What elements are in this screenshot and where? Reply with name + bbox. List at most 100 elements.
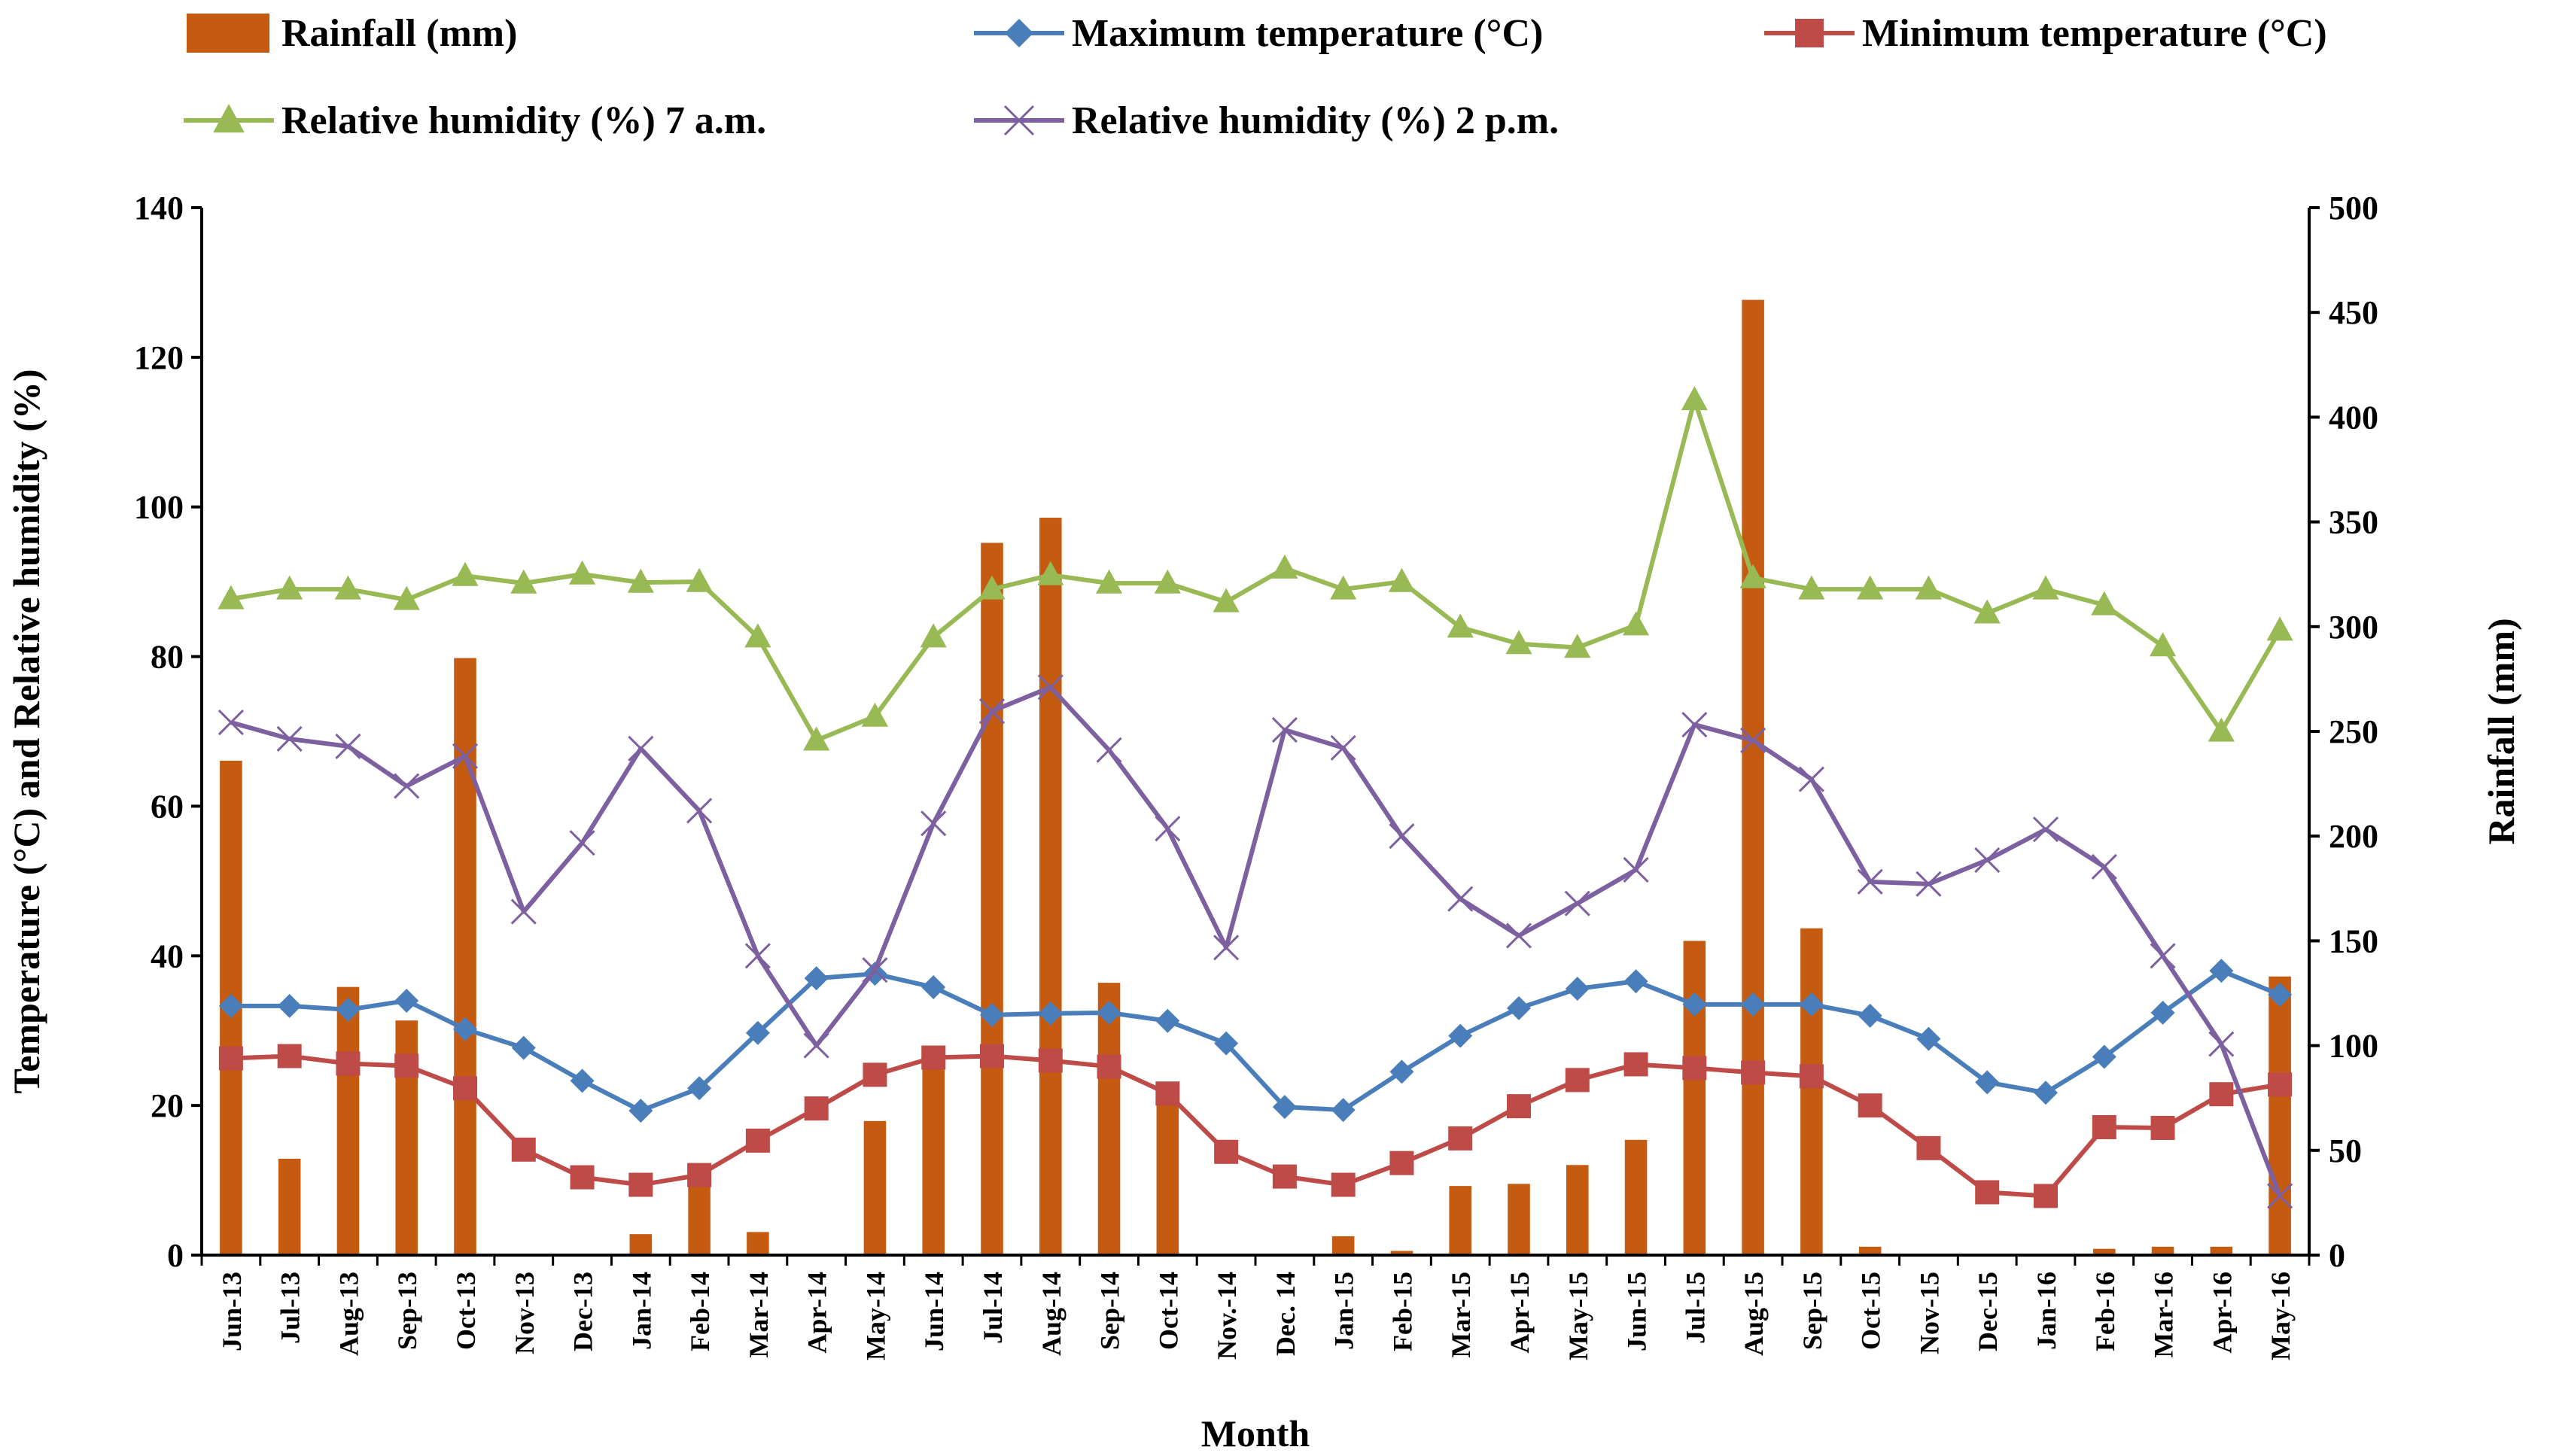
- right-tick-label: 0: [2329, 1237, 2345, 1274]
- rainfall-bar-jan-15: [1331, 1236, 1355, 1255]
- x-tick-label: Feb-16: [2090, 1272, 2120, 1351]
- point-maximum-temperature-c-feb-16: [2092, 1044, 2116, 1069]
- right-tick-label: 50: [2329, 1132, 2362, 1169]
- legend-item-relative-humidity-7-a-m: Relative humidity (%) 7 a.m.: [184, 99, 766, 142]
- rainfall-bar-jul-14: [981, 543, 1003, 1255]
- point-maximum-temperature-c-aug-14: [1038, 1001, 1063, 1026]
- point-minimum-temperature-c-jul-13: [277, 1044, 302, 1068]
- point-minimum-temperature-c-oct-14: [1155, 1081, 1180, 1106]
- point-minimum-temperature-c-may-14: [863, 1062, 887, 1087]
- x-tick-label: Jun-15: [1622, 1272, 1652, 1351]
- rainfall-bar-feb-15: [1390, 1251, 1413, 1255]
- point-relative-humidity-2-p-m-jan-15: [1330, 734, 1356, 761]
- x-tick-label: Oct-14: [1153, 1272, 1183, 1350]
- point-relative-humidity-2-p-m-may-15: [1564, 890, 1590, 916]
- x-tick-label: Mar-16: [2149, 1272, 2179, 1358]
- rainfall-bar-jun-15: [1624, 1139, 1648, 1255]
- point-maximum-temperature-c-jan-14: [628, 1099, 653, 1123]
- line-relative-humidity-7-a-m: [230, 397, 2282, 743]
- point-relative-humidity-2-p-m-nov-14: [1213, 935, 1240, 961]
- axes: [191, 206, 2320, 1266]
- point-relative-humidity-7-a-m-dec-14: [1271, 554, 1298, 579]
- legend-marker: [1005, 19, 1033, 47]
- point-maximum-temperature-c-jan-15: [1331, 1098, 1356, 1123]
- rainfall-bar-aug-15: [1742, 299, 1764, 1256]
- right-tick-label: 300: [2329, 609, 2378, 646]
- point-minimum-temperature-c-sep-14: [1097, 1054, 1121, 1079]
- point-minimum-temperature-c-apr-16: [2209, 1082, 2234, 1107]
- x-tick-label: Aug-14: [1036, 1272, 1067, 1356]
- point-relative-humidity-2-p-m-aug-13: [335, 733, 361, 759]
- x-tick-label: Jan-16: [2031, 1272, 2062, 1350]
- rainfall-bar-aug-13: [336, 986, 360, 1255]
- point-minimum-temperature-c-jun-15: [1623, 1052, 1648, 1077]
- right-tick-label: 100: [2329, 1028, 2378, 1065]
- point-relative-humidity-7-a-m-aug-13: [334, 575, 362, 600]
- point-relative-humidity-2-p-m-apr-15: [1505, 923, 1532, 949]
- rainfall-bar-may-14: [863, 1120, 887, 1255]
- point-relative-humidity-7-a-m-jul-13: [276, 575, 303, 600]
- x-tick-label: Apr-16: [2207, 1272, 2237, 1354]
- point-relative-humidity-7-a-m-jun-14: [920, 623, 947, 648]
- point-maximum-temperature-c-may-16: [2268, 982, 2293, 1007]
- point-relative-humidity-7-a-m-jun-15: [1622, 611, 1650, 636]
- point-minimum-temperature-c-nov-14: [1214, 1139, 1239, 1164]
- x-tick-label: Mar-14: [744, 1272, 774, 1358]
- rainfall-bar-sep-15: [1800, 928, 1823, 1255]
- rainfall-bar-feb-14: [688, 1177, 711, 1255]
- left-tick-label: 100: [134, 489, 184, 526]
- x-tick-label: Sep-15: [1797, 1272, 1827, 1350]
- point-relative-humidity-7-a-m-jan-14: [627, 568, 654, 593]
- point-minimum-temperature-c-may-16: [2268, 1072, 2293, 1097]
- point-maximum-temperature-c-oct-14: [1155, 1008, 1180, 1033]
- point-minimum-temperature-c-jan-15: [1331, 1172, 1356, 1197]
- x-tick-label: May-14: [860, 1272, 890, 1360]
- point-relative-humidity-2-p-m-mar-14: [744, 943, 771, 969]
- x-tick-label: Sep-13: [392, 1272, 422, 1350]
- x-tick-label: Oct-15: [1856, 1272, 1886, 1350]
- point-maximum-temperature-c-may-15: [1565, 977, 1590, 1002]
- point-minimum-temperature-c-sep-15: [1799, 1064, 1824, 1089]
- x-tick-label: Dec-13: [568, 1272, 598, 1351]
- point-maximum-temperature-c-aug-15: [1741, 992, 1766, 1017]
- point-maximum-temperature-c-oct-15: [1858, 1003, 1882, 1028]
- point-relative-humidity-7-a-m-sep-15: [1798, 575, 1825, 600]
- point-maximum-temperature-c-dec-14: [1272, 1095, 1297, 1120]
- x-tick-label: Jan-15: [1329, 1272, 1359, 1350]
- x-tick-label: Apr-14: [802, 1272, 832, 1354]
- series-relative-humidity-2-p-m: [218, 674, 2293, 1209]
- point-relative-humidity-7-a-m-jun-13: [218, 585, 245, 609]
- point-relative-humidity-7-a-m-feb-16: [2091, 591, 2118, 616]
- point-maximum-temperature-c-jul-13: [277, 993, 302, 1018]
- point-maximum-temperature-c-mar-15: [1448, 1023, 1473, 1048]
- rainfall-bar-apr-16: [2210, 1246, 2233, 1255]
- point-relative-humidity-7-a-m-oct-13: [452, 561, 479, 586]
- x-tick-label: Apr-15: [1505, 1272, 1535, 1354]
- x-tick-label: Jun-14: [919, 1272, 949, 1351]
- line-series: [218, 386, 2293, 1209]
- x-tick-label: Dec. 14: [1270, 1272, 1301, 1356]
- x-tick-label: Jun-13: [217, 1272, 247, 1351]
- left-tick-label: 40: [151, 938, 184, 974]
- x-tick-label: Aug-15: [1739, 1272, 1769, 1356]
- series-minimum-temperature-c: [218, 1044, 2293, 1208]
- point-minimum-temperature-c-mar-14: [745, 1128, 770, 1153]
- point-maximum-temperature-c-nov-14: [1214, 1031, 1239, 1056]
- right-tick-label: 400: [2329, 399, 2378, 436]
- x-tick-label: Aug-13: [333, 1272, 364, 1356]
- point-relative-humidity-2-p-m-feb-15: [1389, 823, 1415, 850]
- point-relative-humidity-2-p-m-oct-13: [452, 743, 479, 769]
- point-relative-humidity-2-p-m-nov-15: [1916, 871, 1942, 897]
- point-minimum-temperature-c-dec-13: [570, 1165, 595, 1190]
- point-minimum-temperature-c-may-15: [1565, 1068, 1590, 1093]
- rainfall-bar-oct-15: [1858, 1246, 1882, 1255]
- point-relative-humidity-7-a-m-nov-15: [1915, 575, 1943, 600]
- point-minimum-temperature-c-jun-13: [218, 1046, 243, 1071]
- point-minimum-temperature-c-feb-16: [2092, 1114, 2116, 1139]
- point-relative-humidity-7-a-m-jan-15: [1330, 575, 1357, 600]
- x-tick-label: Jul-13: [275, 1272, 306, 1344]
- point-minimum-temperature-c-dec-15: [1975, 1180, 2000, 1205]
- rainfall-bar-apr-15: [1508, 1184, 1530, 1255]
- left-tick-label: 80: [151, 639, 184, 676]
